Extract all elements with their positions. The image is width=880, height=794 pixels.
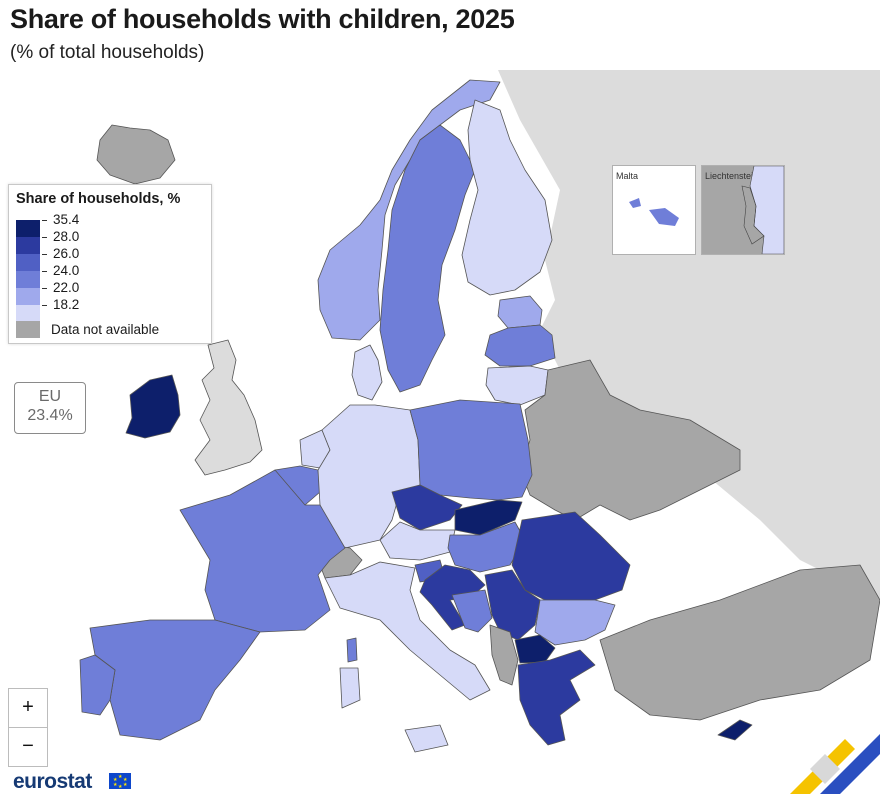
region-finland[interactable]	[461, 99, 553, 296]
legend-title: Share of households, %	[16, 191, 181, 207]
region-latvia[interactable]	[484, 324, 556, 367]
legend-tick	[42, 237, 47, 238]
legend-tick	[42, 271, 47, 272]
eurostat-logo: eurostat	[13, 770, 92, 793]
legend-na-label: Data not available	[51, 322, 160, 337]
legend-tick	[42, 220, 47, 221]
chart-subtitle: (% of total households)	[10, 42, 205, 63]
region-france[interactable]	[179, 469, 346, 633]
region-portugal[interactable]	[79, 654, 116, 716]
region-denmark[interactable]	[351, 344, 383, 401]
eu-flag-icon: ★ ★ ★ ★ ★ ★	[109, 773, 131, 790]
region-croatia[interactable]	[419, 564, 486, 631]
liechtenstein-inset: Liechtenstein	[701, 165, 785, 255]
legend-break-label: 22.0	[53, 280, 80, 295]
region-norway[interactable]	[317, 79, 501, 341]
region-bosnia[interactable]	[451, 589, 493, 633]
region-turkey[interactable]	[599, 564, 880, 721]
region-estonia[interactable]	[497, 295, 543, 329]
region-sardinia[interactable]	[339, 667, 361, 709]
region-hungary[interactable]	[447, 521, 526, 573]
region-germany[interactable]	[317, 404, 421, 549]
region-ireland[interactable]	[125, 374, 181, 439]
legend-swatch-6	[16, 305, 40, 322]
region-sicily[interactable]	[404, 724, 449, 753]
region-iceland[interactable]	[96, 124, 176, 185]
legend-swatch-1	[16, 220, 40, 237]
liechtenstein-shape[interactable]	[702, 166, 784, 254]
eu-value: 23.4%	[27, 407, 73, 424]
legend-swatch-5	[16, 288, 40, 305]
zoom-in-button[interactable]: +	[8, 688, 48, 728]
region-spain[interactable]	[89, 619, 261, 741]
legend-break-label: 26.0	[53, 246, 80, 261]
region-greece[interactable]	[517, 649, 596, 746]
legend-break-label: 24.0	[53, 263, 80, 278]
chart-title: Share of households with children, 2025	[10, 4, 515, 34]
legend-na-swatch	[16, 321, 40, 338]
region-bulgaria[interactable]	[534, 599, 616, 646]
liechtenstein-label: Liechtenstein	[705, 171, 759, 181]
legend-break-label: 18.2	[53, 297, 80, 312]
legend: Share of households, % 35.4 28.0 26.0 24…	[8, 184, 212, 344]
region-albania-montenegro[interactable]	[489, 624, 519, 686]
region-italy[interactable]	[324, 561, 491, 701]
eu-average-box: EU 23.4%	[14, 382, 86, 434]
corner-decoration	[790, 734, 880, 794]
region-cyprus[interactable]	[717, 719, 753, 741]
region-north-macedonia[interactable]	[514, 634, 556, 664]
legend-break-label: 35.4	[53, 212, 80, 227]
malta-shape[interactable]	[613, 166, 695, 254]
legend-tick	[42, 254, 47, 255]
region-serbia[interactable]	[484, 569, 541, 641]
malta-label: Malta	[616, 171, 639, 181]
region-poland[interactable]	[409, 399, 533, 501]
malta-inset: Malta	[612, 165, 696, 255]
region-belarus-ukraine[interactable]	[519, 359, 741, 521]
legend-swatch-4	[16, 271, 40, 288]
eu-label: EU	[38, 388, 62, 405]
legend-swatch-2	[16, 237, 40, 254]
region-sweden[interactable]	[379, 124, 476, 393]
region-lithuania[interactable]	[485, 365, 549, 406]
legend-break-label: 28.0	[53, 229, 80, 244]
region-romania[interactable]	[511, 511, 631, 606]
region-corsica[interactable]	[346, 637, 358, 663]
legend-tick	[42, 288, 47, 289]
legend-tick	[42, 305, 47, 306]
zoom-out-button[interactable]: −	[8, 727, 48, 767]
region-uk[interactable]	[194, 339, 263, 476]
legend-swatch-3	[16, 254, 40, 271]
